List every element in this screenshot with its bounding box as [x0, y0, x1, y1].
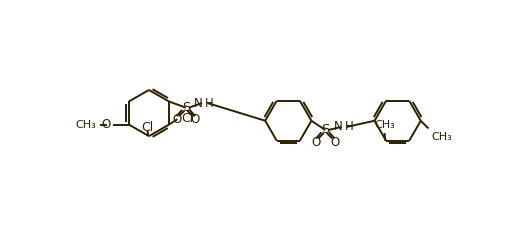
- Text: CH₃: CH₃: [374, 120, 395, 130]
- Text: S: S: [182, 101, 190, 114]
- Text: S: S: [321, 124, 329, 136]
- Text: CH₃: CH₃: [432, 131, 452, 141]
- Text: N: N: [334, 121, 342, 133]
- Text: O: O: [101, 118, 111, 131]
- Text: N: N: [194, 97, 203, 110]
- Text: O: O: [172, 114, 181, 126]
- Text: Cl: Cl: [141, 121, 153, 134]
- Text: O: O: [191, 114, 200, 126]
- Text: H: H: [345, 121, 353, 133]
- Text: Cl: Cl: [181, 112, 194, 125]
- Text: H: H: [205, 97, 214, 110]
- Text: O: O: [330, 136, 339, 149]
- Text: CH₃: CH₃: [76, 120, 97, 129]
- Text: O: O: [312, 136, 321, 149]
